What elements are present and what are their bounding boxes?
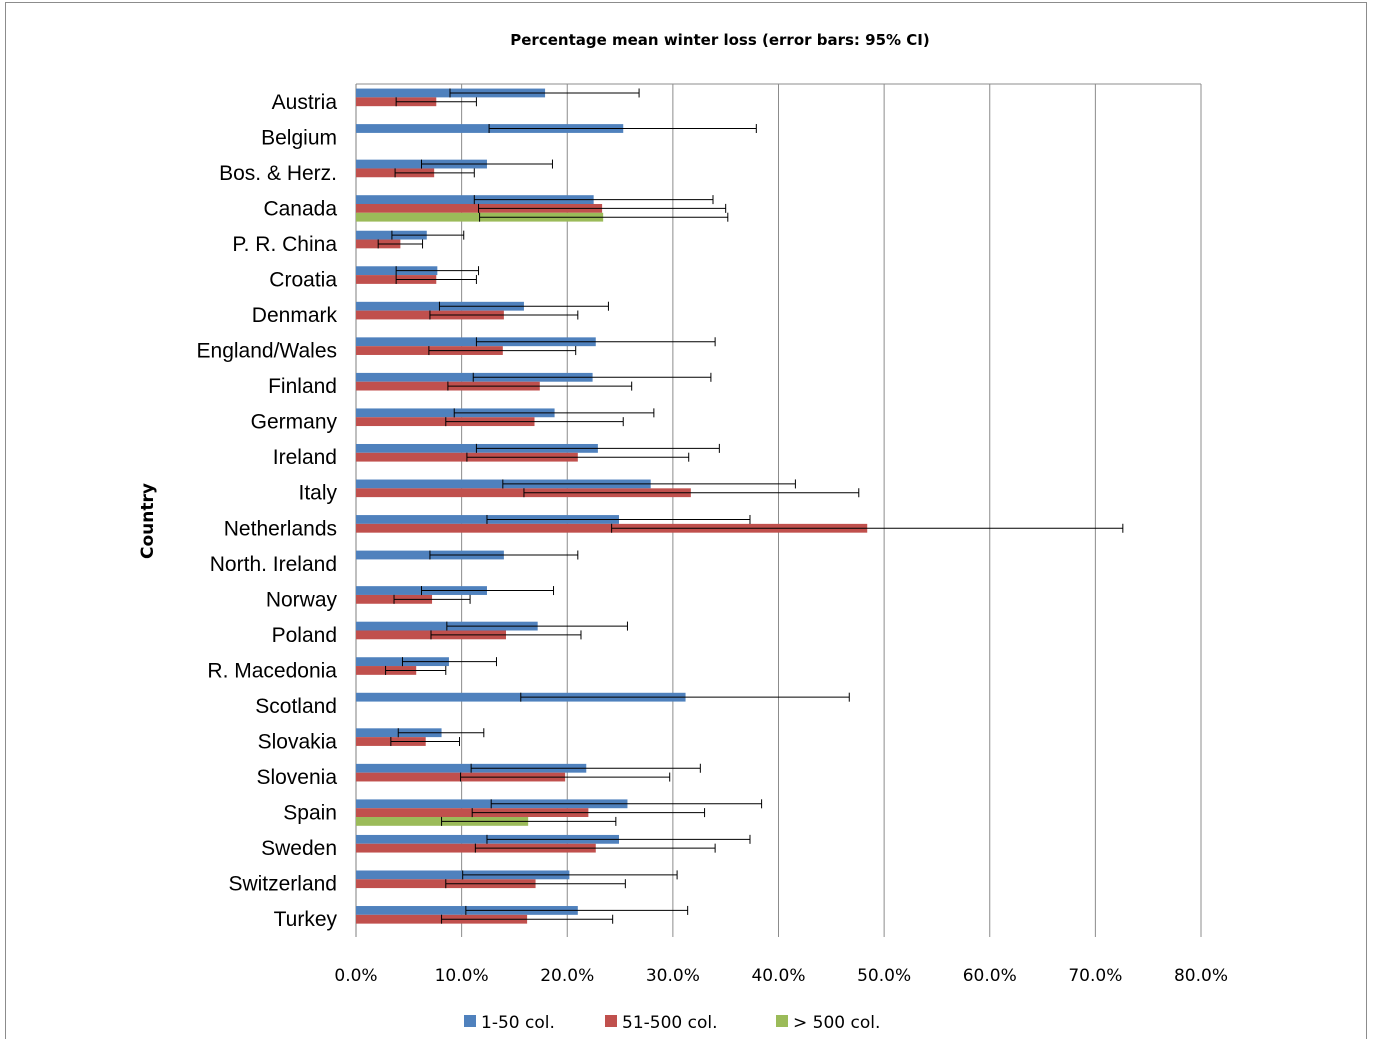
x-tick-label: 30.0%: [646, 966, 700, 986]
category-label: Switzerland: [228, 873, 337, 896]
bar: [356, 337, 596, 347]
x-tick-label: 80.0%: [1174, 966, 1228, 986]
chart-area: [5, 2, 1367, 1039]
category-label: Spain: [283, 802, 337, 825]
bar: [356, 488, 691, 498]
category-label: Poland: [272, 624, 337, 647]
x-tick-label: 60.0%: [963, 966, 1017, 986]
x-tick-label: 50.0%: [857, 966, 911, 986]
category-label: Italy: [298, 482, 337, 505]
category-label: Slovakia: [258, 731, 338, 754]
x-tick-label: 20.0%: [540, 966, 594, 986]
y-axis-title: Country: [138, 483, 158, 559]
category-label: England/Wales: [197, 340, 337, 363]
bars: [356, 88, 868, 924]
category-label: R. Macedonia: [207, 659, 337, 682]
category-labels: Austria Belgium Bos. & Herz. Canada P. R. Ch…: [197, 91, 338, 931]
category-label: Belgium: [261, 126, 337, 149]
category-label: Norway: [266, 588, 338, 611]
legend-label: > 500 col.: [793, 1013, 880, 1033]
chart-title: Percentage mean winter loss (error bars:…: [510, 31, 929, 49]
category-label: Canada: [263, 197, 337, 220]
x-tick-label: 70.0%: [1068, 966, 1122, 986]
category-label: Bos. & Herz.: [219, 162, 337, 185]
bar: [356, 417, 535, 427]
category-label: North. Ireland: [210, 553, 337, 576]
category-label: Sweden: [261, 837, 337, 860]
error-bars: [377, 88, 1124, 924]
legend-swatch: [776, 1015, 788, 1027]
category-label: Croatia: [269, 268, 337, 291]
x-tick-labels: 0.0% 10.0% 20.0% 30.0% 40.0% 50.0% 60.0% 70.0% 8…: [334, 966, 1228, 986]
legend-swatch: [605, 1015, 617, 1027]
legend-swatch: [464, 1015, 476, 1027]
category-label: Finland: [268, 375, 337, 398]
x-tick-label: 10.0%: [435, 966, 489, 986]
legend-label: 1-50 col.: [481, 1013, 555, 1033]
legend: 1-50 col. 51-500 col. > 500 col.: [464, 1013, 880, 1033]
x-tick-label: 0.0%: [334, 966, 377, 986]
category-label: Germany: [251, 411, 338, 434]
category-label: Austria: [272, 91, 338, 114]
gridlines: [355, 83, 1202, 937]
category-label: P. R. China: [232, 233, 337, 256]
category-label: Slovenia: [256, 766, 337, 789]
category-label: Turkey: [274, 908, 338, 931]
x-tick-label: 40.0%: [751, 966, 805, 986]
category-label: Ireland: [273, 446, 337, 469]
category-label: Denmark: [252, 304, 338, 327]
category-label: Scotland: [255, 695, 337, 718]
legend-label: 51-500 col.: [622, 1013, 718, 1033]
category-label: Netherlands: [224, 517, 337, 540]
bar: [356, 230, 427, 240]
